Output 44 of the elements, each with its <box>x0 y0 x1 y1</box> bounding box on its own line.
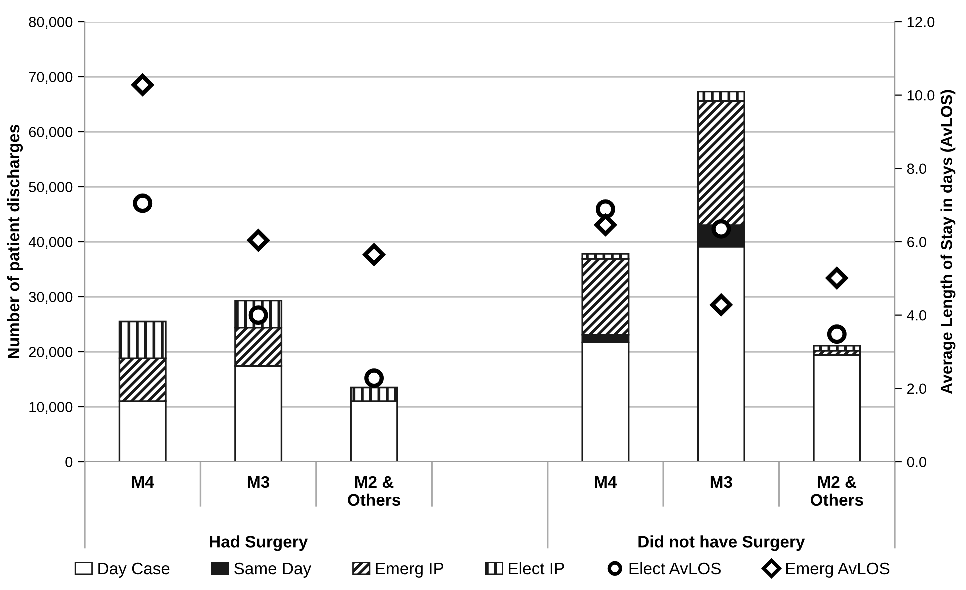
legend-label: Emerg AvLOS <box>786 562 890 578</box>
y2-tick-label: 2.0 <box>908 384 927 394</box>
point <box>826 267 848 290</box>
y2-tick-label: 12.0 <box>908 17 935 28</box>
y2-tick-label: 0.0 <box>907 457 927 468</box>
point <box>596 200 616 220</box>
y-tick-label: 30,000 <box>29 292 73 304</box>
point <box>248 230 270 252</box>
bar <box>813 345 862 352</box>
x-tick-label: M3 <box>710 476 732 488</box>
y-tick-label: 60,000 <box>29 127 73 140</box>
x-tick-label: M3 <box>248 476 270 488</box>
y2-axis-title: Average Length of Stay in days (AvLOS) <box>940 90 956 394</box>
y-tick-label: 0 <box>66 457 73 468</box>
x-tick-label: M4 <box>595 476 618 488</box>
text: Did not have Surgery <box>638 536 806 552</box>
point <box>133 194 153 214</box>
x-tick-label: M4 <box>132 476 154 488</box>
y2-tick-label: 10.0 <box>908 90 935 101</box>
text: Had Surgery <box>210 536 308 552</box>
point <box>594 214 617 236</box>
y2-tick-label: 6.0 <box>908 237 927 248</box>
y2-tick-label: 8.0 <box>907 164 927 174</box>
point <box>132 74 154 96</box>
y2-tick-label: 4.0 <box>907 310 927 321</box>
y-axis-title: Number of patient discharges <box>7 125 24 358</box>
y-tick-label: 40,000 <box>28 237 73 250</box>
x-tick-label: M2 & Others <box>348 476 400 506</box>
point <box>363 244 386 266</box>
y-tick-label: 80,000 <box>29 17 73 30</box>
legend-label: Emerg IP <box>376 563 444 578</box>
y-tick-label: 70,000 <box>29 72 73 84</box>
y-tick-label: 50,000 <box>29 182 73 194</box>
point <box>827 324 847 344</box>
point <box>364 368 384 388</box>
x-tick-label: M2 & Others <box>810 476 864 506</box>
legend-label: Elect AvLOS <box>630 562 721 575</box>
bar <box>813 354 862 462</box>
y-tick-label: 20,000 <box>29 347 73 360</box>
point <box>710 294 732 316</box>
legend-label: Day Case <box>98 562 170 578</box>
y-tick-label: 10,000 <box>30 402 73 414</box>
legend-label: Elect IP <box>509 562 564 575</box>
legend-label: Same Day <box>234 562 312 578</box>
